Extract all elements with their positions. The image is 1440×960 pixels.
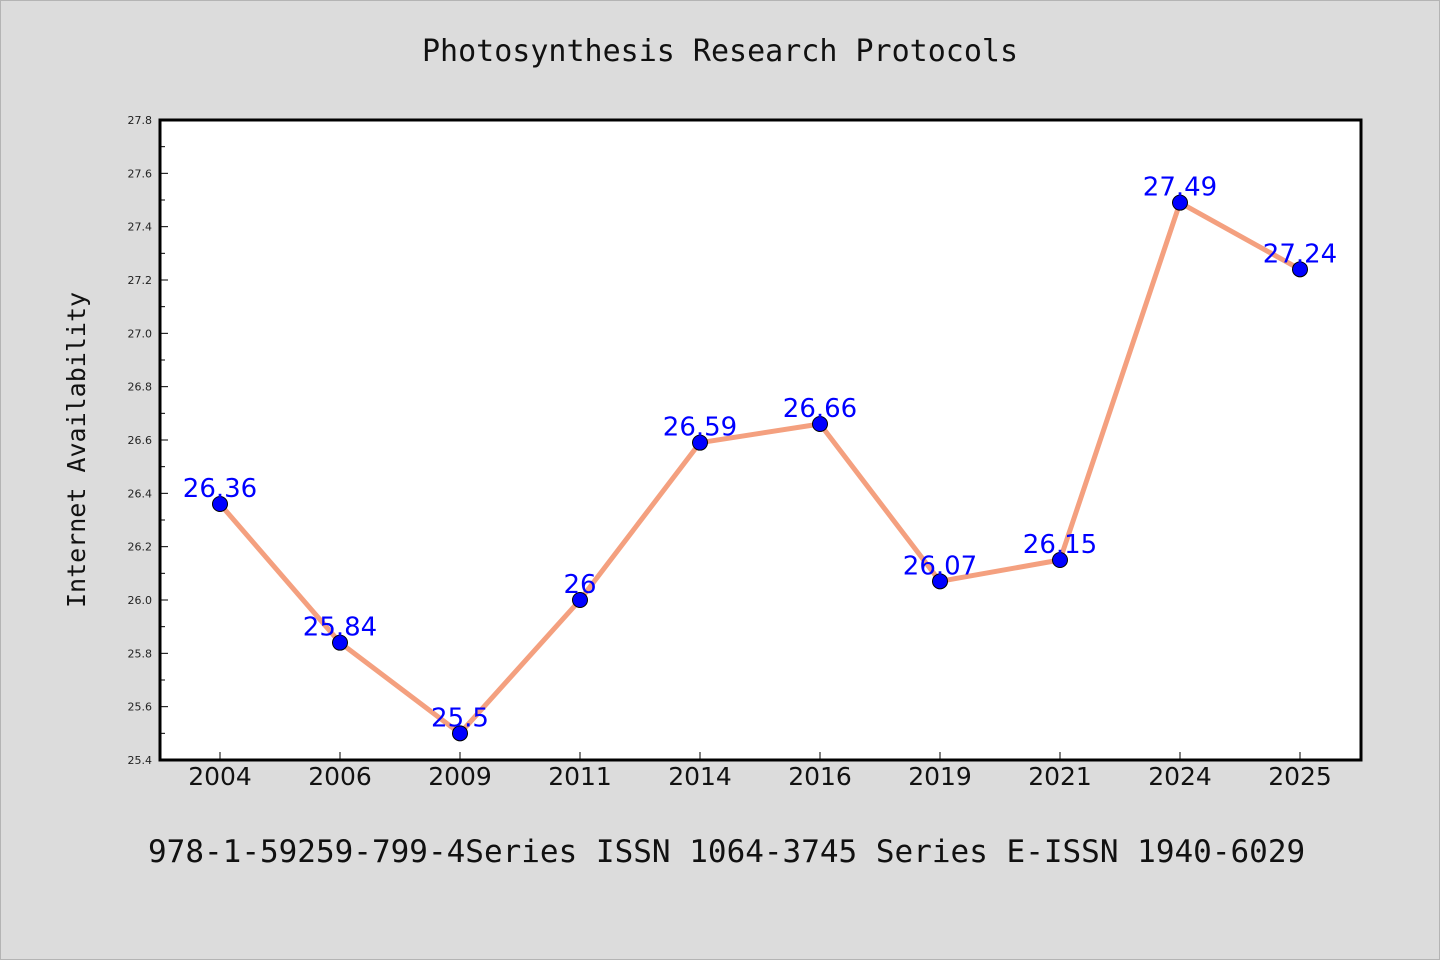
data-markers bbox=[212, 194, 1308, 742]
x-tick-label: 2014 bbox=[668, 762, 732, 791]
footer-isbn-text: 978-1-59259-799-4Series ISSN 1064-3745 S… bbox=[148, 834, 1306, 870]
y-axis-label: Internet Availability bbox=[62, 292, 91, 608]
y-axis-ticks: 25.4 25.6 25.8 26.0 26.2 26.4 26.6 26.8 27.0 27.2… bbox=[128, 114, 168, 767]
series-line bbox=[218, 200, 1302, 736]
y-tick-label: 25.4 bbox=[128, 754, 153, 767]
y-tick-label: 27.2 bbox=[128, 274, 153, 287]
data-point bbox=[452, 725, 468, 742]
data-label: 26.66 bbox=[783, 394, 857, 424]
data-point bbox=[1052, 552, 1068, 568]
data-point bbox=[812, 416, 828, 432]
x-tick-label: 2016 bbox=[788, 762, 852, 791]
data-point bbox=[332, 634, 348, 651]
x-tick-label: 2024 bbox=[1148, 762, 1212, 791]
y-tick-label: 26.8 bbox=[128, 381, 153, 394]
data-point bbox=[692, 434, 708, 451]
x-tick-label: 2021 bbox=[1028, 762, 1092, 791]
y-tick-label: 26.0 bbox=[128, 594, 153, 607]
x-tick-label: 2004 bbox=[188, 762, 252, 791]
y-tick-label: 27.8 bbox=[128, 114, 153, 127]
data-label: 26 bbox=[563, 570, 596, 600]
x-tick-label: 2009 bbox=[428, 762, 492, 791]
y-tick-label: 26.2 bbox=[128, 541, 153, 554]
data-point bbox=[1292, 261, 1308, 278]
data-point bbox=[572, 592, 588, 608]
data-label: 27.49 bbox=[1143, 173, 1217, 203]
x-axis-ticks: 2004 2006 2009 2011 2014 2016 2019 2021 2024 2025 bbox=[188, 752, 1332, 791]
chart-title: Photosynthesis Research Protocols bbox=[421, 34, 1019, 69]
data-labels: 26.36 25.84 25.5 26 26.59 26.66 26.07 26.15 27.4… bbox=[183, 173, 1337, 734]
y-tick-label: 26.4 bbox=[128, 487, 153, 500]
y-tick-label: 25.6 bbox=[128, 701, 153, 714]
y-tick-label: 26.6 bbox=[128, 434, 153, 447]
x-tick-label: 2019 bbox=[908, 762, 972, 791]
data-label: 27.24 bbox=[1263, 239, 1337, 269]
x-tick-label: 2006 bbox=[308, 762, 372, 791]
y-tick-label: 27.4 bbox=[128, 221, 153, 234]
data-point bbox=[1172, 194, 1188, 211]
x-tick-label: 2011 bbox=[548, 762, 612, 791]
data-label: 26.59 bbox=[663, 413, 737, 443]
data-label: 25.84 bbox=[303, 613, 377, 643]
data-point bbox=[212, 496, 228, 512]
data-label: 25.5 bbox=[431, 703, 489, 733]
plot-area bbox=[158, 118, 1363, 762]
y-tick-label: 25.8 bbox=[128, 647, 153, 660]
data-label: 26.36 bbox=[183, 474, 257, 504]
data-point bbox=[932, 573, 948, 590]
data-label: 26.15 bbox=[1023, 530, 1097, 560]
y-tick-label: 27.6 bbox=[128, 167, 153, 180]
y-tick-label: 27.0 bbox=[128, 327, 153, 340]
x-tick-label: 2025 bbox=[1268, 762, 1332, 791]
data-label: 26.07 bbox=[903, 551, 977, 581]
